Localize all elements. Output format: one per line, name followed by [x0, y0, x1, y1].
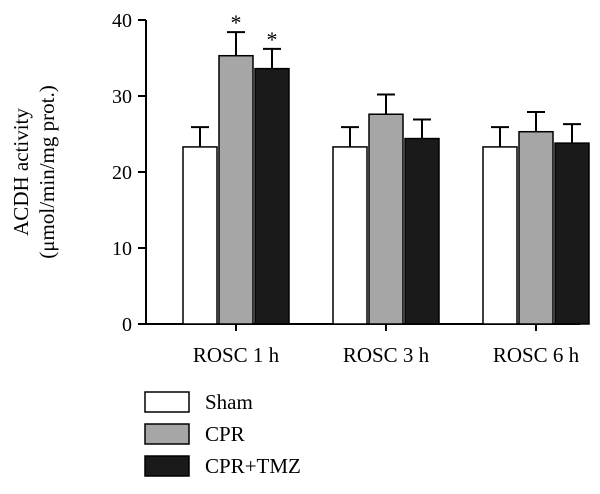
significance-marker: * [267, 27, 278, 52]
y-tick-label: 10 [112, 238, 132, 260]
y-tick-label: 20 [112, 162, 132, 184]
x-tick-label: ROSC 3 h [343, 343, 430, 367]
legend-label: CPR [205, 422, 245, 446]
legend-swatch [144, 455, 190, 477]
legend-swatch [144, 423, 190, 445]
legend-label: CPR+TMZ [205, 454, 301, 478]
legend-swatch [144, 391, 190, 413]
bar-cpr-3 [518, 130, 554, 325]
bar-sham-3 [482, 146, 518, 325]
y-tick-label: 0 [122, 314, 132, 336]
x-tick-label: ROSC 1 h [193, 343, 280, 367]
bar-sham-2 [332, 146, 368, 325]
x-tick-label: ROSC 6 h [493, 343, 580, 367]
legend-label: Sham [205, 390, 253, 414]
y-axis-label-line1: ACDH activity [9, 108, 33, 236]
legend: Sham CPR CPR+TMZ [144, 390, 301, 478]
bar-cpr-2 [368, 113, 404, 325]
bar-cpr-tmz-3 [554, 142, 590, 325]
y-tick-label: 40 [112, 10, 132, 32]
bar-cpr-1 [218, 54, 254, 325]
significance-marker: * [231, 10, 242, 35]
bar-cpr-tmz-1 [254, 67, 290, 325]
bar-cpr-tmz-2 [404, 137, 440, 325]
y-axis-label-line2: (μmol/min/mg prot.) [35, 85, 59, 258]
plot-area: 0 10 20 30 40 * * ROSC 1 h ROSC 3 h ROSC 6 h [112, 10, 590, 367]
bar-sham-1 [182, 146, 218, 325]
y-tick-label: 30 [112, 86, 132, 108]
